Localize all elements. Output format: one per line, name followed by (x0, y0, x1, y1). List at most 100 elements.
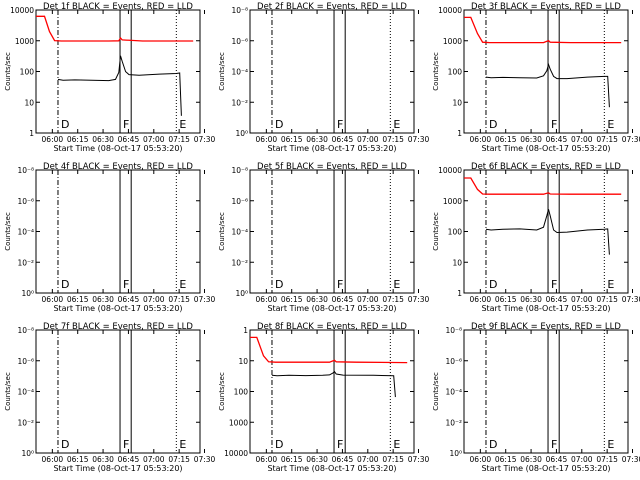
y-tick-label: 100 (448, 68, 463, 77)
y-tick-label: 10⁻⁶ (231, 37, 248, 46)
x-tick-label: 07:15 (382, 135, 404, 144)
x-tick-label: 07:00 (571, 455, 593, 464)
x-tick-label: 07:15 (596, 135, 618, 144)
y-axis-label: Counts/sec (218, 52, 226, 91)
x-tick-label: 06:30 (92, 455, 114, 464)
detector-panel-1: Det 1f BLACK = Events, RED = LLD 1 10 100 10… (4, 2, 216, 153)
marker-label: E (393, 278, 400, 291)
x-tick-label: 07:30 (622, 455, 640, 464)
x-tick-label: 06:45 (332, 455, 354, 464)
x-tick-label: 07:30 (194, 135, 216, 144)
y-tick-label: 1 (457, 129, 462, 138)
series-events (57, 55, 182, 116)
y-axis-label: Counts/sec (218, 372, 226, 411)
marker-label: E (393, 118, 400, 131)
y-tick-label: 1 (29, 129, 34, 138)
marker-label: E (607, 278, 614, 291)
marker-label: D (61, 438, 69, 451)
y-tick-label: 10 (452, 258, 462, 267)
x-tick-label: 06:45 (118, 135, 140, 144)
marker-label: F (123, 438, 129, 451)
y-tick-label: 10⁰ (449, 449, 462, 458)
x-tick-label: 06:30 (306, 455, 328, 464)
marker-label: D (489, 278, 497, 291)
y-tick-label: 10000 (10, 6, 34, 15)
marker-label: E (179, 438, 186, 451)
y-tick-label: 1000 (443, 37, 462, 46)
series-lld (36, 15, 194, 42)
marker-label: E (179, 278, 186, 291)
x-tick-label: 07:00 (571, 295, 593, 304)
marker-label: E (607, 438, 614, 451)
marker-label: D (275, 118, 283, 131)
x-tick-label: 06:45 (546, 295, 568, 304)
panel-title: Det 2f BLACK = Events, RED = LLD (257, 2, 407, 12)
y-tick-label: 10⁻⁶ (231, 197, 248, 206)
marker-label: F (337, 118, 343, 131)
x-tick-label: 06:15 (67, 455, 89, 464)
x-tick-label: 06:30 (306, 295, 328, 304)
x-tick-label: 06:00 (256, 455, 278, 464)
x-axis-label: Start Time (08-Oct-17 05:53:20) (267, 144, 396, 153)
plot-frame (35, 169, 201, 294)
x-tick-label: 07:00 (357, 295, 379, 304)
y-tick-label: 10⁻⁶ (445, 357, 462, 366)
series-events (485, 209, 610, 255)
plot-frame (463, 169, 629, 294)
x-tick-label: 07:30 (408, 135, 430, 144)
y-tick-label: 10 (24, 98, 34, 107)
plot-frame (463, 329, 629, 454)
y-axis-label: Counts/sec (218, 212, 226, 251)
detector-panel-3: Det 3f BLACK = Events, RED = LLD 1 10 100 10… (432, 2, 640, 153)
y-axis-label: Counts/sec (4, 52, 12, 91)
y-tick-label: 10⁻⁶ (17, 357, 34, 366)
y-tick-label: 100 (448, 228, 463, 237)
x-tick-label: 06:45 (546, 135, 568, 144)
y-tick-label: 10⁻² (445, 418, 462, 427)
series-lld (464, 177, 622, 195)
x-tick-label: 07:15 (168, 295, 190, 304)
y-tick-label: 1 (457, 289, 462, 298)
x-tick-label: 07:00 (143, 455, 165, 464)
x-tick-label: 06:00 (470, 455, 492, 464)
y-tick-label: 10⁻⁸ (17, 166, 34, 175)
y-tick-label: 10 (238, 357, 248, 366)
x-axis-label: Start Time (08-Oct-17 05:53:20) (267, 304, 396, 313)
y-tick-label: 10⁻⁴ (17, 228, 34, 237)
y-axis-label: Counts/sec (4, 372, 12, 411)
x-tick-label: 07:30 (622, 135, 640, 144)
x-tick-label: 07:15 (382, 455, 404, 464)
y-tick-label: 10⁻⁶ (17, 197, 34, 206)
plot-frame (35, 9, 201, 134)
x-axis-label: Start Time (08-Oct-17 05:53:20) (53, 144, 182, 153)
panel-title: Det 3f BLACK = Events, RED = LLD (471, 2, 621, 12)
x-tick-label: 07:15 (168, 135, 190, 144)
y-tick-label: 10⁻⁸ (231, 6, 248, 15)
panel-title: Det 1f BLACK = Events, RED = LLD (43, 2, 193, 12)
marker-label: E (607, 118, 614, 131)
plot-frame (249, 169, 415, 294)
y-tick-label: 10⁻⁸ (231, 166, 248, 175)
plot-frame (35, 329, 201, 454)
detector-panel-8: Det 8f BLACK = Events, RED = LLD10000100… (218, 322, 430, 473)
x-tick-label: 06:15 (495, 295, 517, 304)
marker-label: E (179, 118, 186, 131)
detector-panel-4: Det 4f BLACK = Events, RED = LLD 10⁰ 10⁻² 1… (4, 162, 216, 313)
y-tick-label: 1000 (443, 197, 462, 206)
y-axis-label: Counts/sec (432, 52, 440, 91)
x-tick-label: 06:30 (520, 135, 542, 144)
detector-panel-6: Det 6f BLACK = Events, RED = LLD 1 10 100 10… (432, 162, 640, 313)
marker-label: F (551, 278, 557, 291)
x-tick-label: 07:15 (382, 295, 404, 304)
x-tick-label: 06:45 (546, 455, 568, 464)
detector-panel-2: Det 2f BLACK = Events, RED = LLD 10⁰ 10⁻² 1… (218, 2, 430, 153)
series-lld (464, 16, 622, 44)
x-axis-label: Start Time (08-Oct-17 05:53:20) (53, 464, 182, 473)
marker-label: D (489, 438, 497, 451)
x-tick-label: 07:00 (571, 135, 593, 144)
x-tick-label: 06:15 (67, 135, 89, 144)
marker-label: D (489, 118, 497, 131)
y-tick-label: 10000 (438, 166, 462, 175)
plot-frame (249, 329, 415, 454)
x-tick-label: 06:00 (42, 135, 64, 144)
